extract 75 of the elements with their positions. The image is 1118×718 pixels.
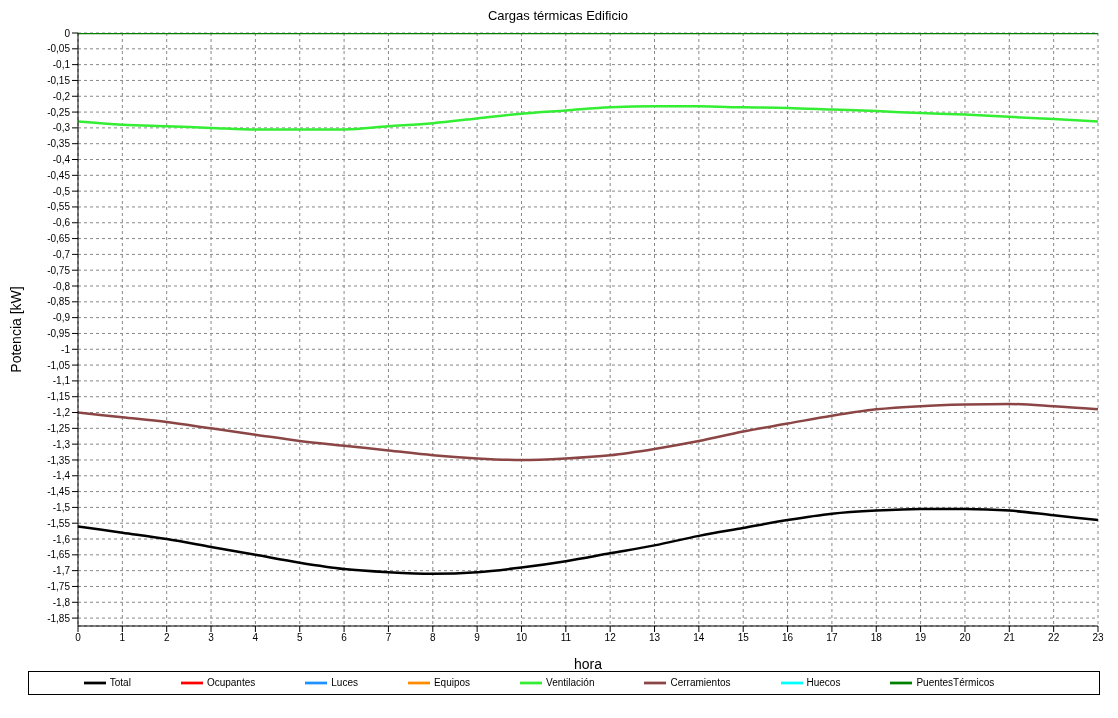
y-tick-label: -0,4 — [52, 154, 71, 166]
y-tick-label: -1,25 — [47, 422, 71, 434]
y-tick-label: -0,6 — [52, 217, 71, 229]
legend-label: Equipos — [433, 676, 471, 688]
y-tick-label: -1,35 — [47, 454, 71, 466]
y-tick-label: 0 — [64, 27, 71, 39]
y-tick-label: -1,15 — [47, 391, 71, 403]
y-tick-label: -0,8 — [52, 280, 71, 292]
x-tick-label: 15 — [737, 632, 750, 644]
x-tick-label: 18 — [870, 632, 883, 644]
x-tick-label: 6 — [341, 632, 348, 644]
x-tick-label: 12 — [604, 632, 617, 644]
y-tick-label: -0,75 — [47, 264, 71, 276]
y-tick-label: -1,65 — [47, 549, 71, 561]
y-tick-label: -0,55 — [47, 201, 71, 213]
legend-label: Ventilación — [546, 676, 595, 688]
y-tick-label: -1,2 — [52, 407, 71, 419]
legend-label: Ocupantes — [206, 676, 256, 688]
y-tick-label: -1,45 — [47, 486, 71, 498]
x-tick-label: 9 — [474, 632, 481, 644]
y-tick-label: -0,25 — [47, 106, 71, 118]
legend-label: PuentesTérmicos — [916, 676, 995, 688]
y-axis-title: Potencia [kW] — [7, 286, 24, 373]
y-tick-label: -0,45 — [47, 169, 71, 181]
y-tick-label: -0,95 — [47, 328, 71, 339]
y-tick-label: -0,3 — [52, 122, 71, 134]
y-tick-label: -1,4 — [52, 470, 71, 482]
y-tick-label: -1,85 — [47, 612, 71, 624]
x-tick-label: 14 — [693, 632, 705, 644]
y-tick-label: -1,8 — [52, 596, 71, 608]
x-tick-label: 1 — [119, 632, 126, 644]
y-tick-label: -0,5 — [52, 185, 71, 197]
x-tick-label: 2 — [163, 632, 170, 644]
y-tick-label: -1,1 — [52, 375, 71, 387]
x-tick-label: 8 — [430, 632, 436, 644]
x-tick-label: 22 — [1048, 632, 1060, 644]
y-tick-label: -0,05 — [47, 43, 71, 55]
y-tick-label: -0,15 — [47, 74, 71, 86]
x-tick-label: 23 — [1092, 632, 1104, 644]
legend-label: Cerramientos — [670, 676, 731, 688]
x-tick-label: 19 — [915, 632, 927, 644]
y-tick-label: -1,55 — [47, 517, 71, 529]
y-tick-label: -0,9 — [52, 312, 71, 324]
x-tick-label: 10 — [515, 632, 528, 644]
x-tick-label: 7 — [385, 632, 392, 644]
x-axis-title: hora — [573, 656, 603, 672]
legend-label: Total — [109, 676, 131, 688]
x-tick-label: 20 — [959, 632, 971, 644]
y-tick-label: -0,65 — [47, 233, 71, 245]
y-tick-label: -1,5 — [52, 501, 71, 513]
y-tick-label: -1,75 — [47, 581, 71, 593]
y-tick-label: -1,6 — [52, 533, 71, 545]
y-tick-label: -0,85 — [47, 296, 71, 308]
y-tick-label: -0,2 — [52, 90, 71, 102]
y-tick-label: -0,7 — [52, 248, 71, 260]
y-tick-label: -1,3 — [52, 438, 71, 450]
legend-label: Luces — [331, 676, 358, 688]
line-series — [78, 105, 1098, 131]
x-tick-label: 21 — [1003, 632, 1016, 644]
x-tick-label: 0 — [75, 632, 82, 644]
x-tick-label: 5 — [296, 632, 303, 644]
y-tick-label: -0,1 — [52, 59, 71, 71]
chart-title: Cargas térmicas Edificio — [486, 8, 630, 23]
x-tick-label: 3 — [208, 632, 215, 644]
line-series — [78, 402, 1098, 462]
y-tick-label: -1,7 — [52, 565, 71, 577]
x-tick-label: 17 — [826, 632, 838, 644]
x-tick-label: 4 — [252, 632, 259, 644]
y-tick-label: -1 — [61, 343, 71, 355]
y-tick-label: -1,05 — [47, 359, 71, 371]
legend-label: Huecos — [806, 676, 841, 688]
x-tick-label: 11 — [560, 632, 572, 644]
x-tick-label: 16 — [782, 632, 794, 644]
x-tick-label: 13 — [648, 632, 661, 644]
y-tick-label: -0,35 — [47, 138, 71, 150]
